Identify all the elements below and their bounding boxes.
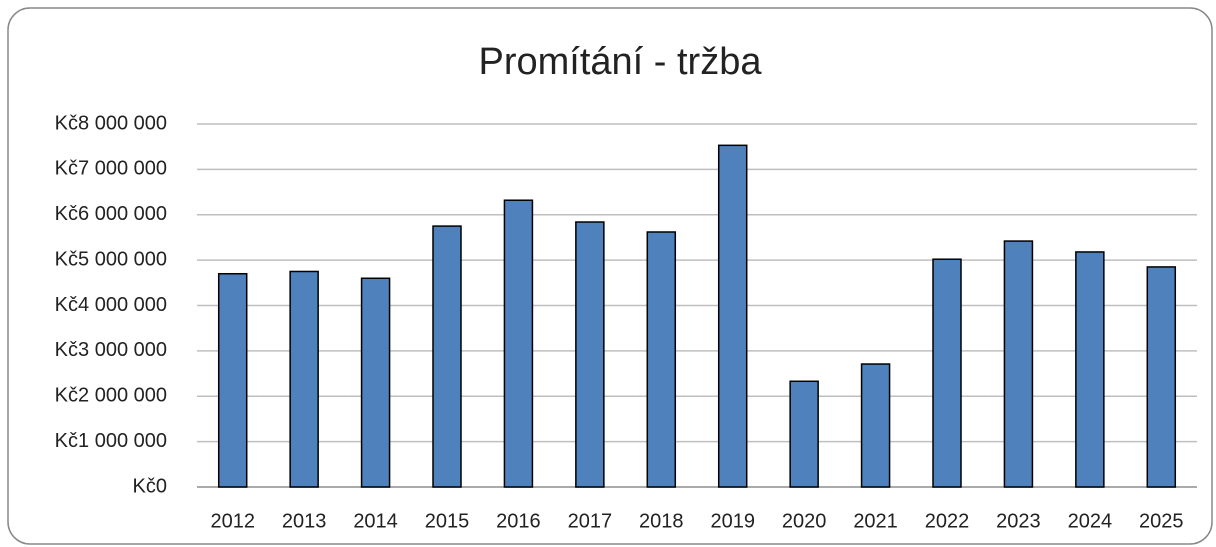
bar <box>1146 266 1177 488</box>
y-tick-label: Kč1 000 000 <box>55 430 167 452</box>
bar <box>717 144 748 488</box>
x-tick-label: 2019 <box>710 510 755 532</box>
chart-title: Promítání - tržba <box>479 41 763 83</box>
bar <box>217 272 248 488</box>
bar <box>789 380 819 488</box>
x-tick-label: 2022 <box>925 510 970 532</box>
bar <box>1075 251 1105 488</box>
x-tick-label: 2018 <box>639 510 684 532</box>
x-tick-label: 2020 <box>782 510 827 532</box>
x-tick-label: 2025 <box>1139 510 1184 532</box>
x-tick-label: 2015 <box>425 510 470 532</box>
y-tick-label: Kč2 000 000 <box>55 385 167 407</box>
bar <box>1003 240 1034 488</box>
bar <box>646 231 677 488</box>
y-tick-label: Kč0 <box>133 475 167 497</box>
bar <box>575 221 605 488</box>
y-tick-label: Kč6 000 000 <box>55 203 167 225</box>
x-tick-label: 2017 <box>568 510 613 532</box>
bar <box>432 225 462 488</box>
x-tick-label: 2023 <box>996 510 1041 532</box>
x-tick-label: 2013 <box>282 510 327 532</box>
x-tick-label: 2012 <box>210 510 255 532</box>
bar <box>289 270 319 488</box>
x-tick-label: 2016 <box>496 510 541 532</box>
y-tick-label: Kč5 000 000 <box>55 248 167 270</box>
y-tick-label: Kč7 000 000 <box>55 158 167 180</box>
y-tick-label: Kč3 000 000 <box>55 339 167 361</box>
x-tick-label: 2021 <box>853 510 898 532</box>
bar <box>360 277 391 488</box>
y-tick-label: Kč4 000 000 <box>55 294 167 316</box>
y-tick-label: Kč8 000 000 <box>55 112 167 134</box>
x-tick-label: 2024 <box>1068 510 1113 532</box>
bar <box>503 199 534 488</box>
bar <box>932 258 962 488</box>
x-tick-label: 2014 <box>353 510 398 532</box>
bar <box>860 363 891 488</box>
